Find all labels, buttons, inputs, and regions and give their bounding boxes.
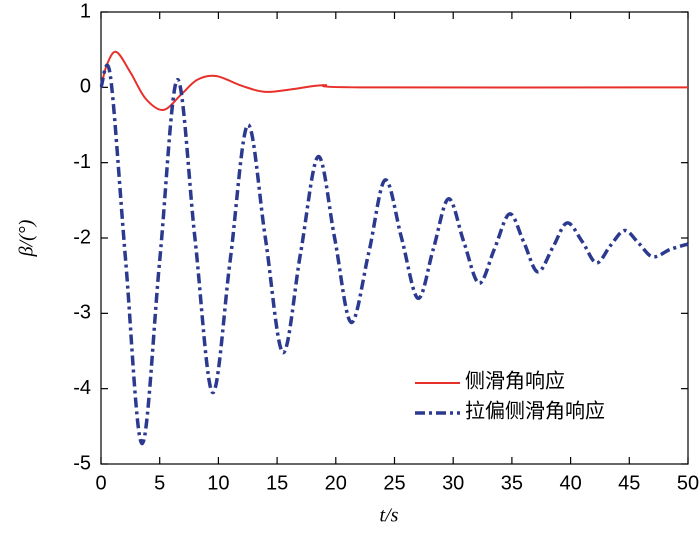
legend-label: 侧滑角响应: [465, 370, 565, 393]
x-tick-label: 0: [95, 472, 106, 494]
x-tick-label: 30: [442, 472, 464, 494]
x-tick-label: 20: [325, 472, 347, 494]
y-tick-label: -2: [73, 226, 91, 248]
y-tick-label: -1: [73, 151, 91, 173]
x-tick-label: 45: [618, 472, 640, 494]
x-axis-label: t/s: [380, 505, 399, 527]
y-tick-label: 1: [80, 0, 91, 22]
x-tick-label: 5: [154, 472, 165, 494]
x-tick-label: 40: [559, 472, 581, 494]
x-tick-label: 35: [501, 472, 523, 494]
y-tick-label: -4: [73, 377, 91, 399]
x-tick-label: 50: [677, 472, 699, 494]
series-line: [100, 50, 689, 111]
y-tick-label: 0: [80, 76, 91, 98]
y-axis-label: β/(°): [16, 219, 38, 257]
y-tick-label: -3: [73, 302, 91, 324]
legend-label: 拉偏侧滑角响应: [465, 400, 605, 423]
x-tick-label: 25: [383, 472, 405, 494]
plot-frame: [100, 11, 689, 465]
y-tick-label: -5: [73, 452, 91, 474]
x-tick-label: 10: [207, 472, 229, 494]
series-line: [99, 63, 689, 446]
x-tick-label: 15: [266, 472, 288, 494]
